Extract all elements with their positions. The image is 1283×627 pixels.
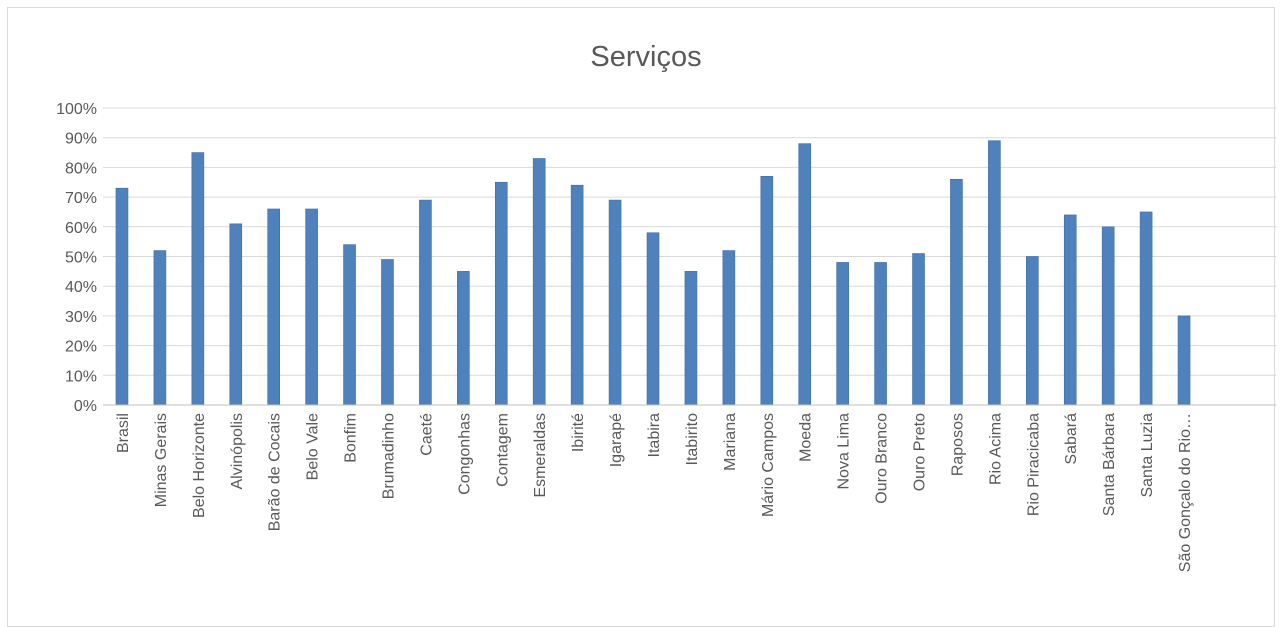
y-tick-label: 80% <box>65 160 97 177</box>
y-tick-label: 70% <box>65 190 97 207</box>
y-axis-ticks: 0% 10% 20% 30% 40% 50% 60% 70% 80% 90% 100% <box>56 101 97 415</box>
x-category-label: Igarapé <box>608 413 625 467</box>
bar <box>1139 211 1153 406</box>
x-category-label: Sabará <box>1063 413 1080 465</box>
x-axis-categories: Brasil Minas Gerais Belo Horizonte Alvinópo… <box>115 413 1194 572</box>
chart-title: Serviços <box>590 41 701 73</box>
bar <box>608 199 622 406</box>
bar <box>305 208 318 406</box>
y-tick-label: 50% <box>65 250 97 267</box>
x-category-label: Moeda <box>798 413 815 462</box>
y-tick-label: 20% <box>65 339 97 356</box>
bar <box>760 176 774 406</box>
bar <box>1177 315 1191 406</box>
x-category-label: Ouro Preto <box>912 413 929 491</box>
x-category-label: Mariana <box>722 413 739 471</box>
bar <box>684 271 698 406</box>
y-tick-label: 10% <box>65 368 97 385</box>
bar <box>874 262 887 406</box>
x-category-label: Nova Lima <box>836 413 853 490</box>
bar <box>381 259 394 406</box>
y-tick-label: 100% <box>56 101 97 118</box>
bar <box>1063 214 1077 406</box>
x-category-label: Caeté <box>418 413 435 456</box>
x-category-label: Brasil <box>115 413 132 453</box>
chart-area: Serviços 0% 10% 20% 30% 40% 50% 60% 70% 80% 90% 10… <box>7 7 1276 627</box>
x-category-label: Ibirité <box>570 413 587 452</box>
x-category-label: Barão de Cocais <box>267 413 284 531</box>
bar <box>191 152 205 406</box>
x-category-label: Alvinópolis <box>229 413 246 489</box>
y-tick-label: 30% <box>65 309 97 326</box>
bar <box>343 244 356 406</box>
x-category-label: Brumadinho <box>380 413 397 499</box>
x-category-label: Minas Gerais <box>153 413 170 507</box>
x-category-label: Raposos <box>949 413 966 476</box>
x-category-label: Belo Horizonte <box>191 413 208 518</box>
x-category-label: São Gonçalo do Rio… <box>1177 413 1194 572</box>
bar <box>912 253 925 406</box>
y-tick-label: 40% <box>65 279 97 296</box>
x-category-label: Itabirito <box>684 413 701 466</box>
bar <box>1026 256 1039 406</box>
bar <box>950 178 963 406</box>
bar <box>570 184 584 406</box>
x-category-label: Santa Bárbara <box>1101 413 1118 516</box>
bar <box>988 140 1001 406</box>
bar <box>419 199 432 406</box>
bar <box>267 208 280 406</box>
x-category-label: Mário Campos <box>760 413 777 517</box>
x-category-label: Congonhas <box>456 413 473 495</box>
x-category-label: Rio Piracicaba <box>1025 413 1042 516</box>
bar <box>646 232 660 406</box>
bar <box>153 250 167 406</box>
x-category-label: Itabira <box>646 413 663 458</box>
x-category-label: Bonfim <box>343 413 360 463</box>
y-tick-label: 90% <box>65 131 97 148</box>
bar <box>722 250 736 406</box>
y-tick-label: 0% <box>74 398 97 415</box>
x-category-label: Contagem <box>494 413 511 487</box>
gridlines <box>103 107 1276 376</box>
bar <box>836 262 849 406</box>
bar <box>229 223 243 406</box>
bars <box>115 140 1191 406</box>
x-category-label: Santa Luzia <box>1139 413 1156 498</box>
bar-chart: Serviços 0% 10% 20% 30% 40% 50% 60% 70% 80% 90% 10… <box>56 41 1276 572</box>
x-category-label: Rio Acima <box>987 413 1004 485</box>
bar <box>798 143 812 406</box>
bar <box>457 271 470 406</box>
bar <box>494 181 508 406</box>
x-category-label: Esmeraldas <box>532 413 549 497</box>
bar <box>1101 226 1115 406</box>
x-category-label: Belo Vale <box>305 413 322 480</box>
bar <box>532 158 546 406</box>
bar <box>115 187 129 406</box>
y-tick-label: 60% <box>65 220 97 237</box>
x-category-label: Ouro Branco <box>874 413 891 504</box>
